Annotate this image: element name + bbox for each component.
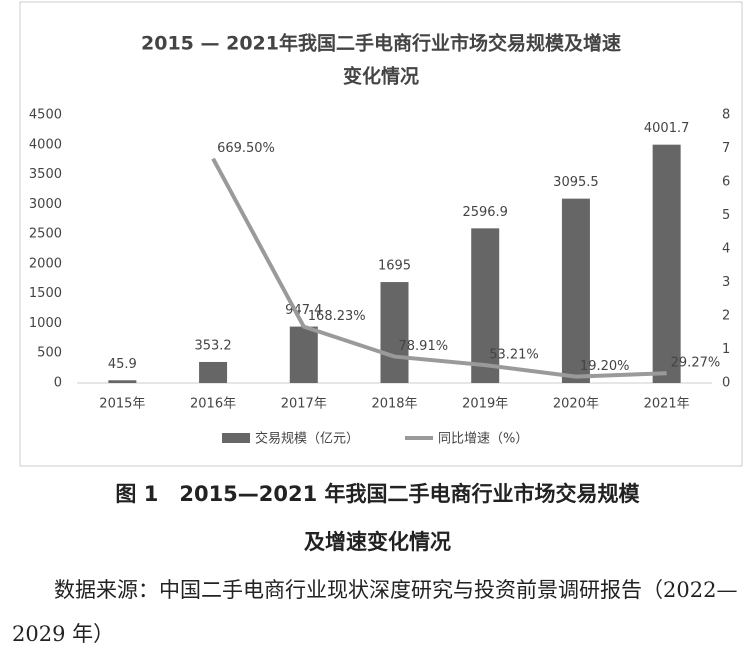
bar: [561, 198, 590, 383]
x-tick-label: 2015年: [99, 397, 145, 412]
caption: 图 1 2015—2021 年我国二手电商行业市场交易规模: [115, 482, 640, 506]
data-label: 4001.7: [644, 121, 690, 136]
data-label: 78.91%: [399, 339, 449, 354]
chart-title: 2015 — 2021年我国二手电商行业市场交易规模及增速: [141, 32, 621, 55]
x-tick-label: 2018年: [371, 397, 417, 412]
bar: [289, 326, 318, 383]
y-tick-label: 3500: [29, 167, 62, 182]
y-tick-label: 0: [54, 376, 62, 391]
bar: [380, 282, 409, 383]
y-tick-label: 4000: [29, 137, 62, 152]
y2-tick-label: 6: [722, 175, 730, 190]
data-label: 19.20%: [580, 359, 630, 374]
data-label: 168.23%: [308, 309, 366, 324]
bar: [108, 380, 137, 383]
legend-label: 交易规模（亿元）: [255, 431, 359, 447]
chart-title: 变化情况: [343, 65, 419, 88]
data-label: 3095.5: [553, 175, 599, 190]
y2-tick-label: 7: [722, 141, 730, 156]
y-tick-label: 3000: [29, 197, 62, 212]
bar: [199, 361, 228, 383]
data-label: 353.2: [194, 338, 231, 353]
legend-swatch: [222, 433, 250, 443]
x-tick-label: 2016年: [190, 397, 236, 412]
data-label: 1695: [378, 259, 411, 274]
y2-tick-label: 3: [722, 275, 730, 290]
line: [211, 157, 667, 379]
data-label: 2596.9: [462, 205, 508, 220]
data-label: 29.27%: [671, 356, 721, 371]
x-tick-label: 2019年: [462, 397, 508, 412]
x-tick-label: 2020年: [553, 397, 599, 412]
y-tick-label: 2000: [29, 256, 62, 271]
y-tick-label: 2500: [29, 227, 62, 242]
y2-tick-label: 8: [722, 108, 730, 123]
source-note: 数据来源：中国二手电商行业现状深度研究与投资前景调研报告（2022—2029 年…: [12, 578, 738, 646]
x-tick-label: 2017年: [281, 397, 327, 412]
y2-tick-label: 2: [722, 309, 730, 324]
y2-tick-label: 0: [722, 376, 730, 391]
caption: 及增速变化情况: [304, 530, 451, 554]
chart: 2015 — 2021年我国二手电商行业市场交易规模及增速 变化情况 0 500 1…: [19, 1, 743, 467]
chart-frame: [19, 1, 743, 467]
data-label: 669.50%: [217, 141, 275, 156]
legend-label: 同比增速（%）: [438, 432, 528, 447]
y2-tick-label: 1: [722, 342, 730, 357]
y2-tick-label: 4: [722, 242, 730, 257]
y-tick-label: 1500: [29, 286, 62, 301]
y-tick-label: 1000: [29, 316, 62, 331]
bar: [471, 228, 500, 383]
y-tick-label: 4500: [29, 108, 62, 123]
data-label: 53.21%: [489, 348, 539, 363]
bar: [652, 144, 681, 383]
y-tick-label: 500: [37, 346, 62, 361]
y2-tick-label: 5: [722, 208, 730, 223]
data-label: 45.9: [108, 357, 137, 372]
x-tick-label: 2021年: [644, 397, 690, 412]
